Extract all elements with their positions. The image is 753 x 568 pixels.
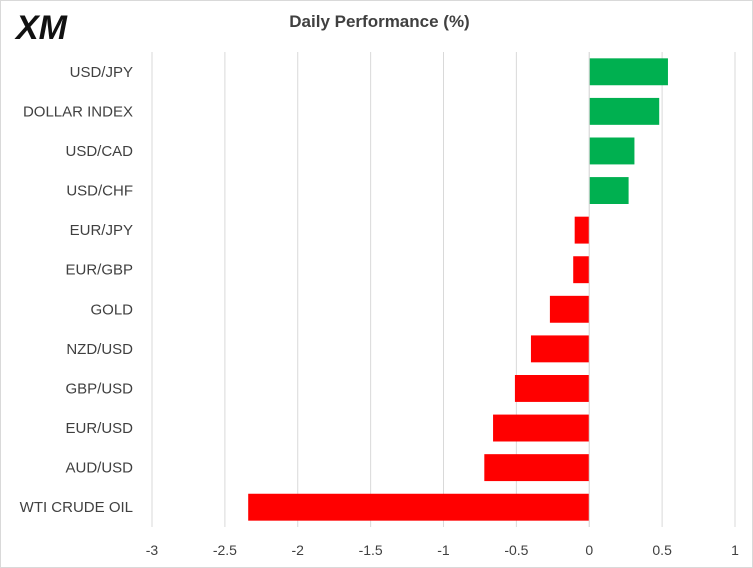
xm-logo-text: XM: [14, 9, 68, 46]
x-tick-label: -1.5: [359, 542, 383, 558]
bar-usd-jpy: [589, 58, 668, 86]
bar-eur-gbp: [573, 256, 590, 284]
x-tick-label: 0.5: [652, 542, 672, 558]
category-label: DOLLAR INDEX: [23, 103, 133, 120]
bar-usd-cad: [589, 137, 635, 165]
category-label: USD/CHF: [66, 183, 133, 200]
category-label: EUR/GBP: [65, 262, 133, 279]
bar-gbp-usd: [514, 375, 590, 402]
category-label: USD/JPY: [70, 64, 133, 81]
category-label: WTI CRUDE OIL: [20, 499, 133, 516]
x-tick-label: -2.5: [213, 542, 237, 558]
x-tick-label: -0.5: [504, 542, 528, 558]
category-label: EUR/USD: [65, 420, 133, 437]
bar-gold: [549, 295, 590, 323]
bar-nzd-usd: [530, 335, 590, 363]
chart-title: Daily Performance (%): [289, 12, 470, 31]
x-tick-label: -1: [437, 542, 450, 558]
category-label: USD/CAD: [65, 143, 133, 160]
bar-eur-jpy: [574, 216, 590, 244]
category-label: EUR/JPY: [70, 222, 133, 239]
category-label: AUD/USD: [65, 460, 133, 477]
bar-wti-crude-oil: [248, 493, 590, 521]
category-label: NZD/USD: [66, 341, 133, 358]
x-tick-label: 0: [585, 542, 593, 558]
bar-dollar-index: [589, 97, 660, 125]
category-label: GBP/USD: [65, 380, 133, 397]
category-label: GOLD: [90, 301, 133, 318]
bar-aud-usd: [484, 454, 590, 482]
x-tick-label: -2: [292, 542, 305, 558]
bar-eur-usd: [493, 414, 590, 442]
bar-usd-chf: [589, 177, 629, 204]
x-tick-label: -3: [146, 542, 159, 558]
x-tick-label: 1: [731, 542, 739, 558]
xm-logo: XM: [14, 9, 68, 46]
